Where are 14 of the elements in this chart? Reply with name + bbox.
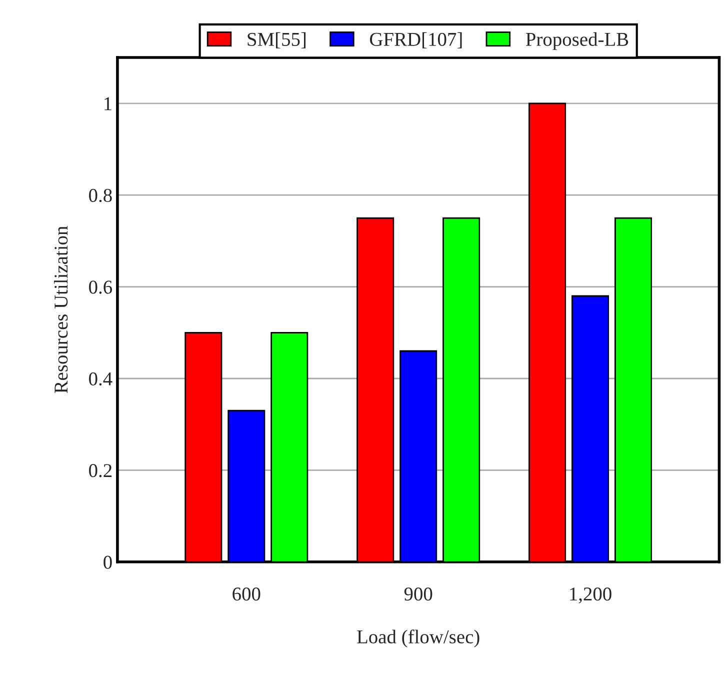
x-axis-title: Load (flow/sec) — [357, 630, 480, 648]
y-axis-title: Resources Utilization — [54, 226, 68, 394]
y-tick-label: 0.6 — [89, 280, 112, 294]
y-tick-label: 0.4 — [89, 372, 112, 386]
y-tick-label: 0 — [104, 556, 112, 569]
y-tick-label: 0.2 — [89, 464, 112, 478]
legend-label: SM[55] — [248, 32, 306, 48]
x-tick-label: 1,200 — [570, 587, 612, 604]
legend-label: GFRD[107] — [370, 32, 462, 48]
x-tick-label: 600 — [232, 587, 260, 601]
x-tick-label: 900 — [404, 587, 432, 601]
y-tick-label: 0.8 — [89, 188, 112, 202]
y-tick-label: 1 — [104, 97, 112, 110]
legend-label: Proposed-LB — [526, 32, 628, 50]
